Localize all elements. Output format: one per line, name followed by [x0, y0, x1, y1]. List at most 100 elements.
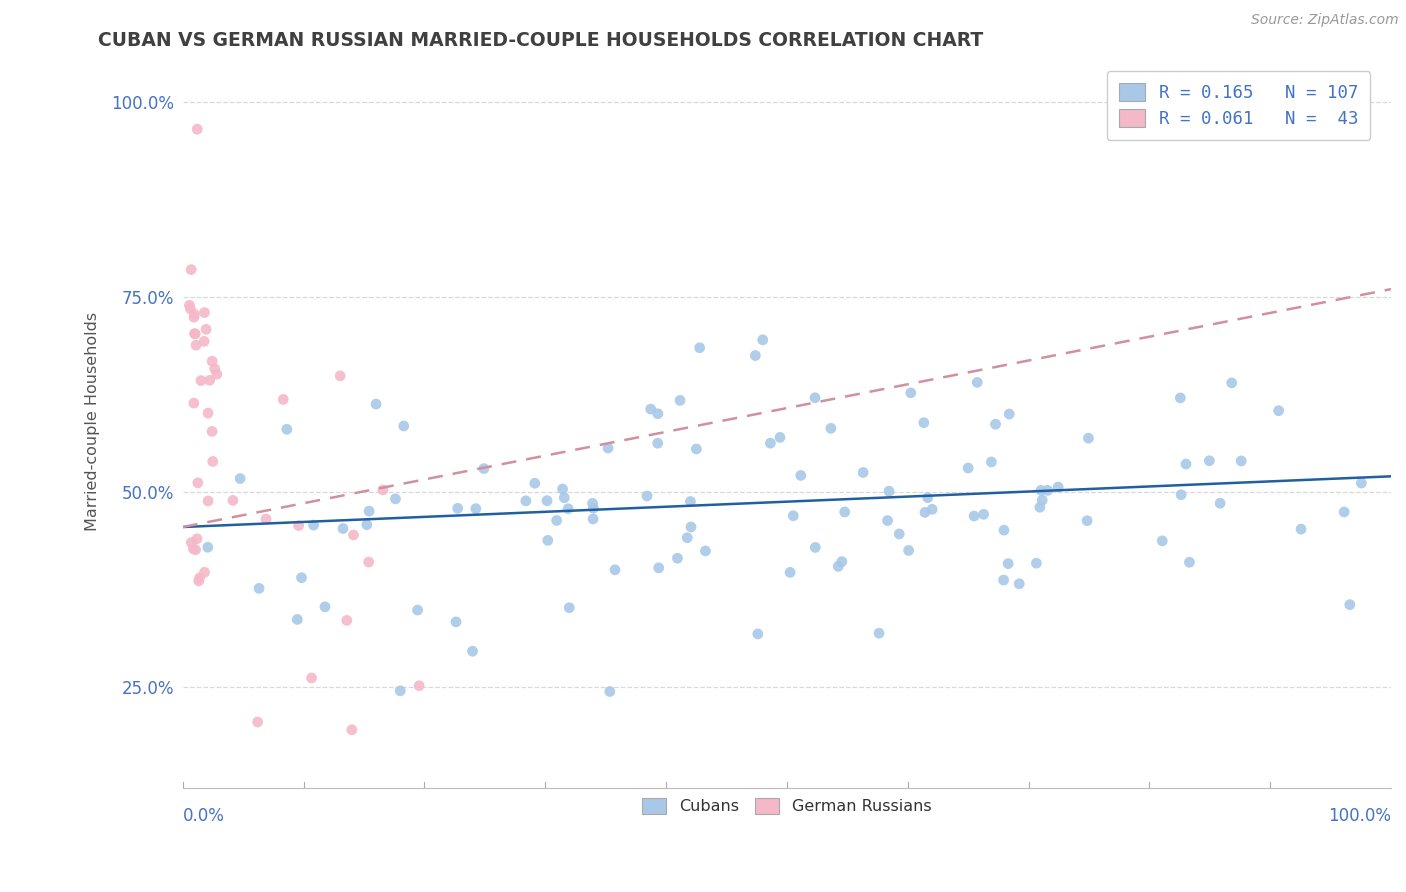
Point	[371, 483, 394, 497]
Point	[329, 368, 352, 383]
Point	[336, 613, 359, 627]
Point	[201, 354, 224, 368]
Point	[993, 573, 1015, 587]
Point	[596, 441, 619, 455]
Point	[342, 528, 364, 542]
Point	[183, 310, 205, 325]
Point	[820, 421, 842, 435]
Point	[1152, 533, 1174, 548]
Point	[188, 571, 211, 585]
Point	[1220, 376, 1243, 390]
Point	[804, 541, 827, 555]
Point	[557, 501, 579, 516]
Point	[993, 523, 1015, 537]
Point	[546, 513, 568, 527]
Point	[392, 419, 415, 434]
Point	[193, 566, 215, 580]
Point	[186, 532, 208, 546]
Point	[1076, 514, 1098, 528]
Point	[551, 482, 574, 496]
Point	[553, 491, 575, 505]
Text: 0.0%: 0.0%	[183, 806, 225, 824]
Point	[957, 461, 980, 475]
Point	[1178, 555, 1201, 569]
Point	[1170, 488, 1192, 502]
Point	[222, 493, 245, 508]
Point	[897, 543, 920, 558]
Point	[359, 504, 381, 518]
Point	[917, 491, 939, 505]
Point	[790, 468, 813, 483]
Point	[184, 338, 207, 352]
Point	[751, 333, 773, 347]
Point	[197, 494, 219, 508]
Point	[640, 402, 662, 417]
Point	[599, 684, 621, 698]
Point	[515, 493, 537, 508]
Text: 100.0%: 100.0%	[1329, 806, 1391, 824]
Point	[197, 541, 219, 555]
Point	[1168, 391, 1191, 405]
Point	[1047, 480, 1070, 494]
Point	[1209, 496, 1232, 510]
Point	[183, 307, 205, 321]
Point	[827, 559, 849, 574]
Point	[804, 391, 827, 405]
Point	[180, 535, 202, 549]
Point	[998, 407, 1021, 421]
Point	[302, 518, 325, 533]
Point	[679, 520, 702, 534]
Point	[603, 563, 626, 577]
Point	[1175, 457, 1198, 471]
Point	[769, 430, 792, 444]
Point	[1029, 500, 1052, 515]
Point	[685, 442, 707, 456]
Point	[1230, 454, 1253, 468]
Point	[340, 723, 363, 737]
Point	[984, 417, 1007, 432]
Point	[357, 555, 380, 569]
Point	[889, 527, 911, 541]
Point	[179, 298, 201, 312]
Point	[900, 385, 922, 400]
Point	[695, 544, 717, 558]
Point	[647, 561, 669, 575]
Point	[666, 551, 689, 566]
Point	[963, 508, 986, 523]
Point	[782, 508, 804, 523]
Point	[447, 501, 470, 516]
Point	[779, 566, 801, 580]
Point	[183, 541, 205, 556]
Point	[332, 522, 354, 536]
Point	[689, 341, 711, 355]
Point	[190, 374, 212, 388]
Point	[852, 466, 875, 480]
Point	[679, 494, 702, 508]
Point	[966, 376, 988, 390]
Point	[747, 627, 769, 641]
Point	[1339, 598, 1361, 612]
Point	[537, 533, 560, 548]
Point	[183, 396, 205, 410]
Point	[582, 501, 605, 516]
Point	[669, 393, 692, 408]
Point	[285, 612, 308, 626]
Text: Source: ZipAtlas.com: Source: ZipAtlas.com	[1251, 13, 1399, 28]
Point	[301, 671, 323, 685]
Point	[389, 683, 412, 698]
Point	[201, 454, 224, 468]
Point	[1267, 403, 1289, 417]
Point	[877, 484, 900, 499]
Point	[1025, 556, 1047, 570]
Point	[1077, 431, 1099, 445]
Point	[868, 626, 890, 640]
Text: CUBAN VS GERMAN RUSSIAN MARRIED-COUPLE HOUSEHOLDS CORRELATION CHART: CUBAN VS GERMAN RUSSIAN MARRIED-COUPLE H…	[98, 31, 984, 50]
Point	[581, 496, 603, 510]
Point	[247, 582, 270, 596]
Point	[195, 322, 218, 336]
Point	[1029, 483, 1052, 498]
Point	[184, 326, 207, 341]
Point	[201, 425, 224, 439]
Point	[876, 514, 898, 528]
Point	[1008, 576, 1031, 591]
